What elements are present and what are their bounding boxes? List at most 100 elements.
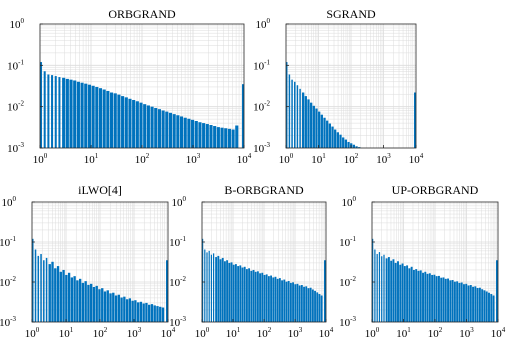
bar — [302, 92, 305, 148]
bar — [230, 262, 233, 322]
bar — [334, 129, 337, 148]
bar — [221, 257, 224, 322]
bar — [84, 281, 87, 322]
bar — [103, 291, 107, 322]
bar — [106, 90, 110, 148]
bar — [312, 105, 315, 148]
x-tick-label: 101 — [84, 152, 99, 166]
bar — [424, 271, 427, 322]
bar — [248, 268, 251, 322]
bar — [476, 287, 479, 322]
bar-series — [40, 62, 244, 148]
bar — [205, 124, 209, 148]
bar — [347, 141, 350, 148]
bar — [194, 121, 198, 148]
bar — [287, 280, 290, 322]
bar — [117, 94, 121, 148]
y-tick-label: 10-2 — [0, 275, 16, 289]
bar — [161, 307, 165, 322]
x-tick-label: 103 — [127, 326, 142, 338]
bar — [172, 114, 176, 148]
bar — [397, 261, 399, 322]
bar — [311, 289, 314, 322]
bar — [106, 290, 109, 322]
bar — [223, 261, 226, 322]
bar — [267, 276, 270, 322]
panel-b-orbgrand: B-ORBGRAND 100 101 102 103 104 10-3 10-2 10-1 10… — [169, 183, 334, 338]
bar — [125, 299, 129, 322]
bar — [488, 292, 490, 322]
bar — [342, 137, 345, 148]
x-tick-label: 103 — [288, 326, 303, 338]
bar — [128, 98, 132, 148]
bar — [265, 274, 268, 322]
bar — [467, 285, 470, 322]
bar — [453, 281, 456, 322]
bar — [70, 277, 74, 322]
bar — [95, 285, 98, 322]
bar — [256, 271, 259, 322]
bar — [376, 254, 378, 322]
bar — [289, 282, 292, 322]
y-tick-label: 10-1 — [339, 235, 356, 249]
y-tick-label: 10-1 — [169, 235, 186, 249]
bar — [179, 116, 184, 148]
bar — [419, 270, 422, 322]
bar — [422, 272, 424, 322]
bar — [408, 268, 411, 322]
bar — [183, 117, 187, 148]
bar — [45, 257, 48, 322]
bar — [431, 274, 434, 322]
bar — [58, 77, 61, 148]
bar — [444, 278, 447, 322]
bar — [309, 287, 312, 322]
bar — [261, 272, 264, 322]
bar — [95, 86, 99, 148]
bar — [490, 294, 493, 322]
x-tick-label: 104 — [491, 326, 506, 338]
bar — [143, 104, 147, 148]
bar — [291, 79, 293, 148]
bar — [120, 297, 123, 322]
bar — [285, 281, 288, 322]
bar — [478, 287, 481, 322]
bar — [406, 265, 409, 322]
x-tick-label: 100 — [33, 152, 48, 166]
bar — [310, 102, 313, 148]
bar — [90, 283, 93, 322]
bar — [296, 85, 299, 148]
bar — [202, 238, 204, 322]
x-tick-label: 101 — [226, 326, 241, 338]
bar — [243, 266, 246, 322]
bar — [91, 85, 95, 148]
bar — [113, 93, 117, 148]
bar — [440, 277, 443, 322]
bar — [112, 292, 115, 322]
bar — [320, 295, 323, 322]
bar — [292, 282, 294, 322]
bar — [270, 275, 273, 322]
bar — [191, 119, 195, 148]
bar — [399, 264, 402, 322]
bar — [136, 302, 140, 322]
bar — [67, 272, 71, 322]
bar — [62, 269, 65, 322]
bar — [124, 97, 128, 148]
bar — [54, 76, 57, 148]
bar — [54, 268, 57, 322]
x-tick-label: 100 — [25, 326, 40, 338]
bar — [62, 77, 66, 148]
bar-tail — [242, 84, 244, 148]
bar — [76, 81, 80, 148]
bar — [252, 269, 255, 322]
y-tick-label: 100 — [256, 17, 271, 31]
bar — [331, 126, 334, 148]
bar — [433, 274, 436, 322]
bar — [318, 294, 321, 322]
bar — [276, 278, 279, 322]
y-tick-label: 10-1 — [253, 58, 270, 72]
bar — [294, 284, 297, 322]
bar — [69, 79, 73, 148]
bar — [139, 102, 143, 148]
bar — [274, 276, 277, 322]
